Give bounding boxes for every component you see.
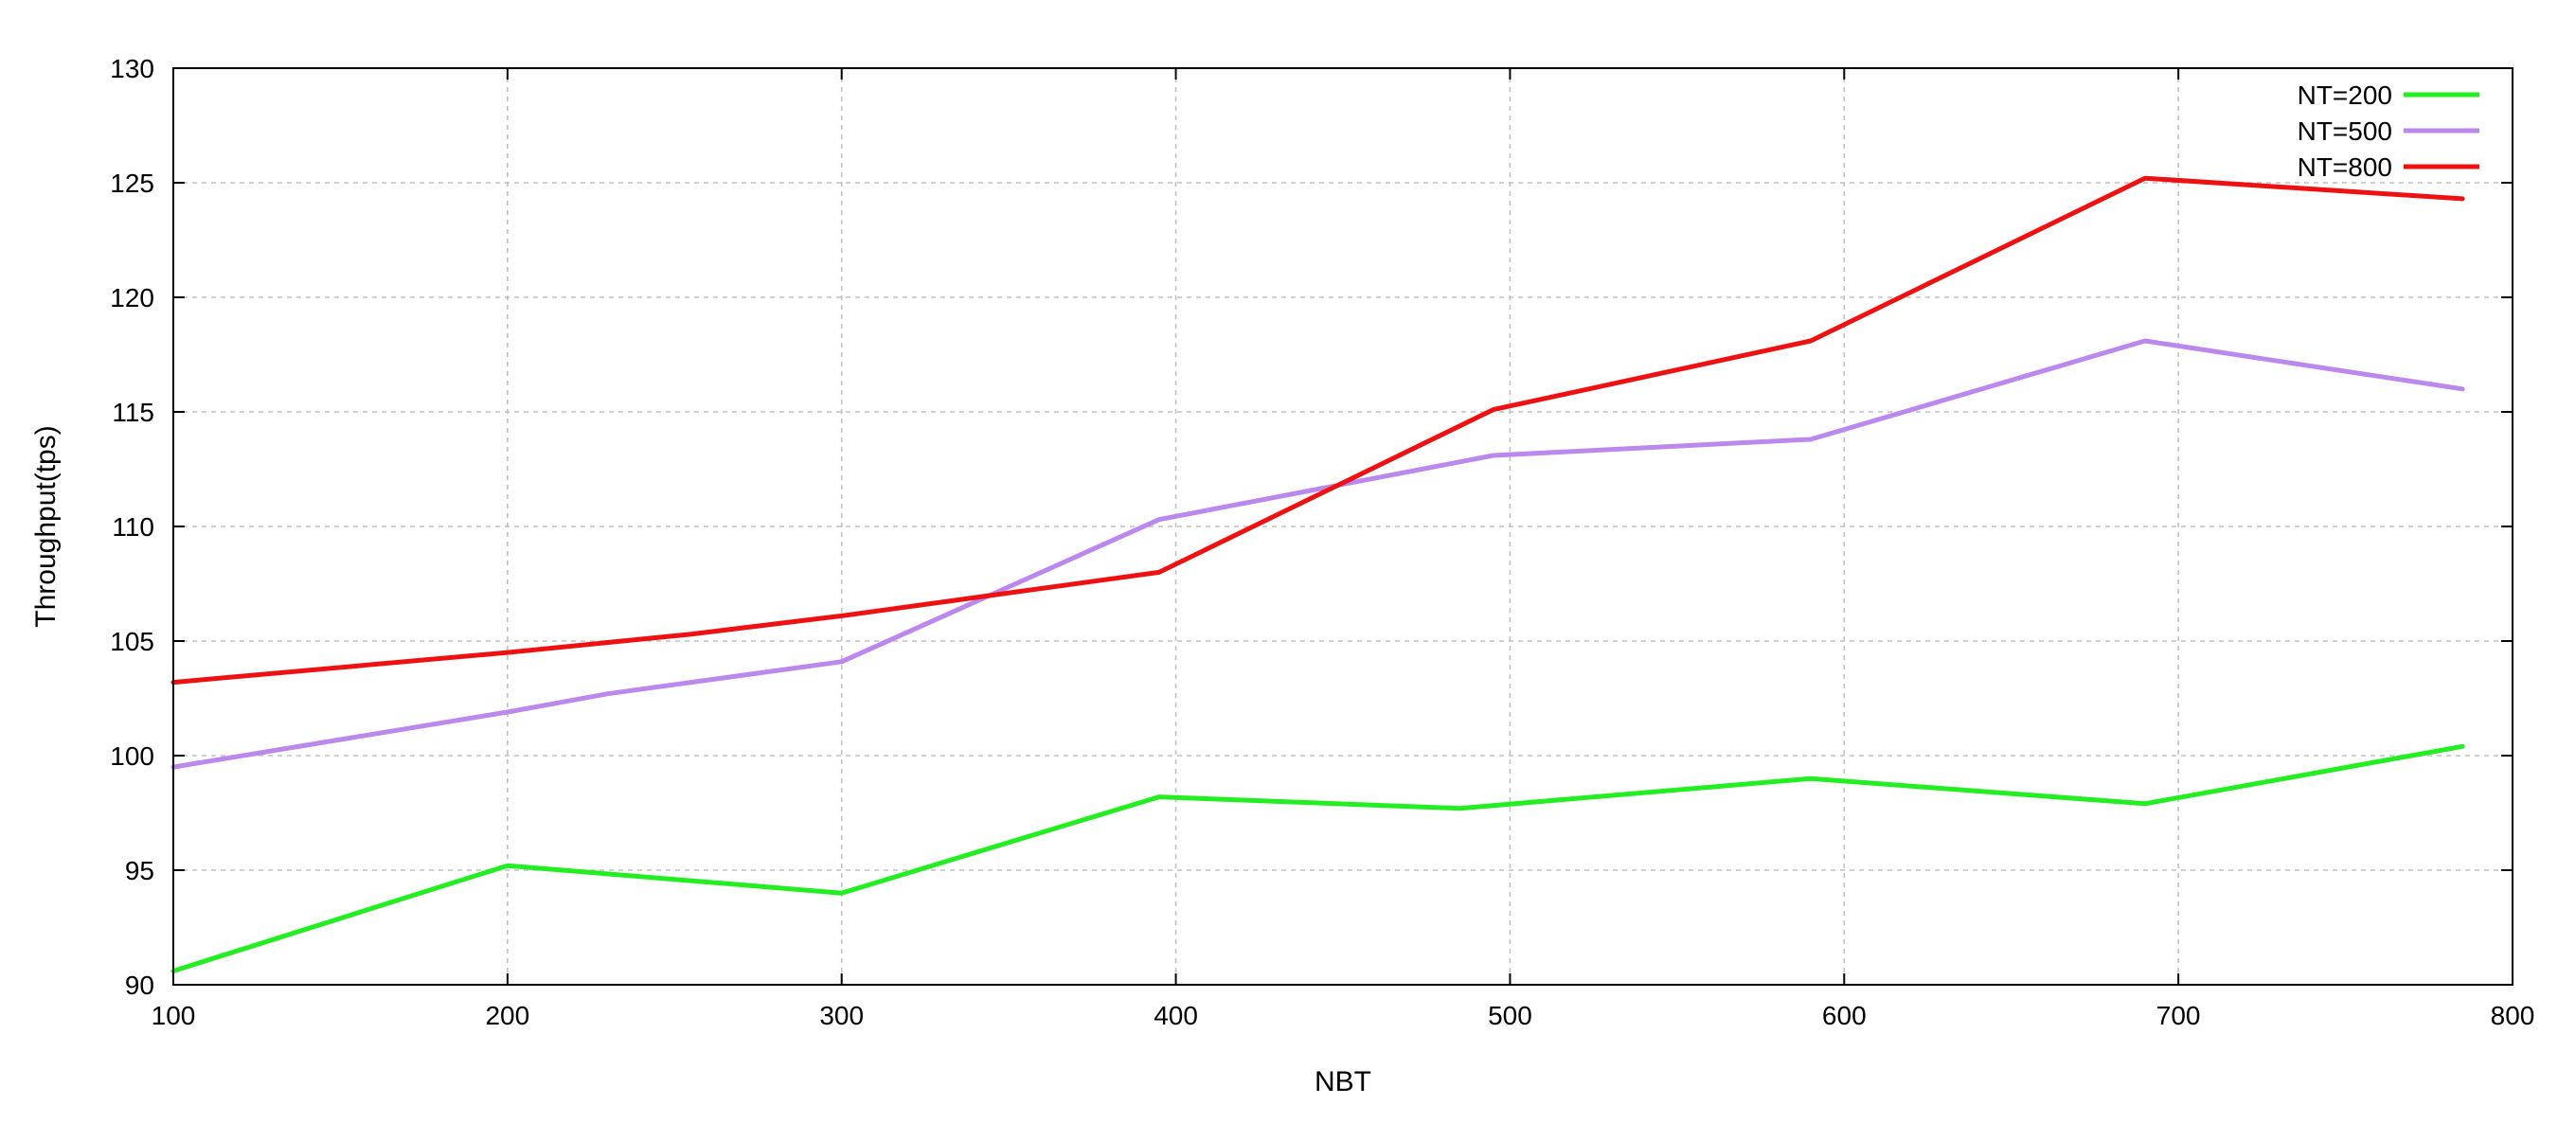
- legend-label: NT=200: [2298, 80, 2392, 110]
- legend-label: NT=500: [2298, 116, 2392, 146]
- y-tick-label: 105: [110, 627, 154, 656]
- legend-item: NT=800: [2298, 152, 2479, 182]
- y-tick-label: 90: [125, 971, 154, 1000]
- x-tick-label: 600: [1822, 1001, 1867, 1030]
- axis-ticks: 100 200 300 400 500 600 700 800 90 95 100 105 110 115…: [110, 54, 2534, 1030]
- legend-label: NT=800: [2298, 152, 2392, 182]
- y-tick-label: 120: [110, 283, 154, 312]
- x-axis-title: NBT: [1315, 1066, 1371, 1097]
- grid: [173, 68, 2513, 985]
- series-group: [170, 175, 2465, 973]
- y-tick-label: 100: [110, 741, 154, 771]
- x-tick-label: 300: [819, 1001, 864, 1030]
- x-tick-label: 500: [1488, 1001, 1532, 1030]
- x-tick-label: 200: [485, 1001, 529, 1030]
- series-line-nt-200: [170, 743, 2465, 973]
- x-tick-label: 700: [2156, 1001, 2201, 1030]
- y-tick-label: 95: [125, 856, 154, 885]
- legend-item: NT=200: [2298, 80, 2479, 110]
- x-tick-label: 100: [152, 1001, 196, 1030]
- y-tick-label: 110: [112, 512, 154, 542]
- x-tick-label: 800: [2491, 1001, 2535, 1030]
- y-tick-label: 130: [110, 54, 154, 83]
- legend: NT=200 NT=500 NT=800: [2298, 80, 2479, 182]
- x-tick-label: 400: [1154, 1001, 1198, 1030]
- y-axis-title: Throughput(tps): [30, 425, 62, 627]
- y-tick-label: 125: [110, 169, 154, 198]
- series-line-nt-800: [170, 175, 2465, 686]
- y-tick-label: 115: [112, 398, 154, 427]
- series-line-nt-500: [170, 338, 2465, 770]
- legend-item: NT=500: [2298, 116, 2479, 146]
